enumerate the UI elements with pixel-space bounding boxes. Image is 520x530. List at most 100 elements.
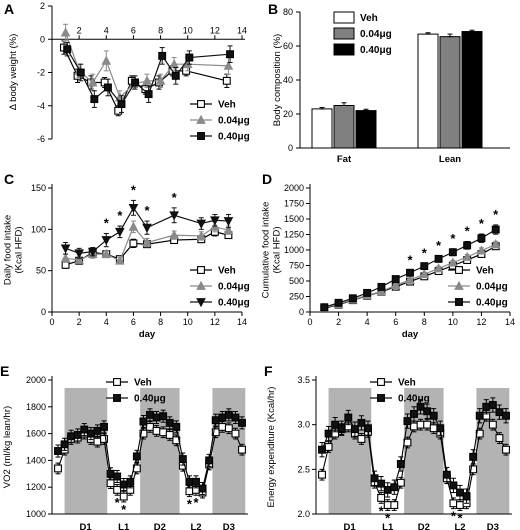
legend-swatch-b-0 bbox=[333, 11, 355, 24]
x-tick-label-a-2: 2 bbox=[77, 25, 82, 35]
point-f-0-12 bbox=[396, 478, 405, 487]
point-d-2-4 bbox=[377, 282, 386, 291]
significance-star-e-3: * bbox=[193, 495, 199, 510]
point-f-0-1 bbox=[324, 443, 333, 451]
point-d-2-1 bbox=[334, 298, 343, 307]
legend-label-b-0: Veh bbox=[360, 13, 378, 24]
legend-marker-f-1 bbox=[377, 394, 385, 402]
bar-b-0-0 bbox=[311, 108, 333, 149]
point-a-2-8 bbox=[171, 71, 180, 80]
point-e-1-11 bbox=[126, 477, 135, 486]
point-d-1-8 bbox=[433, 263, 444, 273]
y-tick-label-d-750: 750 bbox=[289, 261, 304, 271]
point-f-1-0 bbox=[318, 445, 326, 454]
point-c-0-5 bbox=[129, 239, 138, 248]
significance-star-f-2: * bbox=[451, 509, 457, 524]
y-tick-label-b-20: 20 bbox=[283, 109, 293, 119]
y-tick-label-d-1250: 1250 bbox=[284, 230, 304, 240]
point-f-0-21 bbox=[456, 501, 464, 510]
significance-star-f-3: * bbox=[457, 510, 463, 525]
point-f-1-3 bbox=[337, 424, 346, 433]
x-tick-label-c-6: 6 bbox=[131, 317, 136, 327]
point-f-1-28 bbox=[502, 411, 510, 420]
y-tick-label-c-0: 0 bbox=[41, 307, 46, 317]
x-tick-label-c-12: 12 bbox=[210, 317, 220, 327]
point-e-0-13 bbox=[139, 429, 148, 438]
point-c-2-8 bbox=[196, 219, 207, 229]
point-c-1-4 bbox=[115, 255, 125, 265]
point-f-0-28 bbox=[502, 445, 510, 454]
point-a-1-0 bbox=[60, 27, 71, 37]
point-f-0-11 bbox=[390, 501, 399, 510]
y-axis-title-d-line-1: (Kcal HFD) bbox=[272, 227, 283, 274]
point-d-2-10 bbox=[463, 241, 472, 250]
legend-label-a-2: 0.40μg bbox=[218, 132, 250, 143]
dark-phase-e-1 bbox=[140, 388, 180, 514]
legend-label-f-0: Veh bbox=[398, 378, 416, 389]
y-tick-label-a--6: -6 bbox=[37, 134, 45, 144]
point-e-1-16 bbox=[159, 412, 168, 421]
panel-label-f: F bbox=[264, 363, 273, 379]
x-tick-label-a-8: 8 bbox=[158, 25, 163, 35]
point-f-0-20 bbox=[449, 499, 458, 508]
x-tick-label-d-8: 8 bbox=[422, 317, 427, 327]
point-f-1-9 bbox=[377, 479, 386, 488]
legend-marker-d-0 bbox=[455, 266, 463, 274]
phase-label-f-1: L1 bbox=[382, 522, 394, 530]
point-d-2-7 bbox=[420, 262, 429, 271]
point-d-2-3 bbox=[363, 288, 372, 297]
point-e-1-7 bbox=[100, 422, 108, 431]
point-d-2-9 bbox=[448, 248, 457, 257]
legend-marker-e-1 bbox=[113, 394, 121, 402]
x-tick-label-a-14: 14 bbox=[237, 25, 247, 35]
point-e-1-9 bbox=[113, 472, 122, 481]
dark-phase-e-0 bbox=[64, 388, 108, 514]
phase-label-e-0: D1 bbox=[80, 522, 93, 530]
point-f-1-2 bbox=[331, 420, 340, 429]
point-d-2-6 bbox=[406, 268, 414, 277]
x-tick-label-d-2: 2 bbox=[336, 317, 341, 327]
errbar-b-0-0 bbox=[319, 107, 325, 110]
y-tick-label-b-60: 60 bbox=[283, 41, 293, 51]
point-e-1-22 bbox=[198, 484, 207, 493]
x-tick-label-d-12: 12 bbox=[476, 317, 486, 327]
point-e-0-24 bbox=[211, 428, 220, 437]
point-d-2-12 bbox=[491, 225, 500, 234]
errbar-b-1-1 bbox=[447, 33, 453, 38]
x-tick-label-c-8: 8 bbox=[158, 317, 163, 327]
point-d-1-10 bbox=[462, 251, 472, 261]
point-f-0-10 bbox=[383, 501, 392, 510]
y-tick-label-e-1800: 1800 bbox=[26, 402, 46, 412]
point-e-1-6 bbox=[93, 426, 102, 435]
point-a-1-7 bbox=[155, 75, 166, 85]
point-c-1-6 bbox=[142, 237, 152, 247]
significance-star-c-3: * bbox=[144, 203, 150, 218]
x-category-label-b-0: Fat bbox=[337, 154, 352, 165]
y-axis-title-d-line-0: Cumulative food intake bbox=[261, 202, 272, 299]
point-f-0-9 bbox=[377, 493, 386, 502]
point-f-1-23 bbox=[469, 452, 478, 461]
phase-label-f-3: L2 bbox=[454, 522, 465, 530]
point-f-1-7 bbox=[364, 424, 372, 433]
panel-label-a: A bbox=[4, 1, 14, 17]
significance-star-d-6: * bbox=[493, 207, 499, 222]
x-tick-label-a-6: 6 bbox=[131, 25, 136, 35]
point-f-1-10 bbox=[383, 485, 392, 494]
point-a-2-4 bbox=[117, 100, 126, 109]
point-a-1-3 bbox=[101, 55, 112, 65]
point-f-0-6 bbox=[357, 435, 366, 443]
point-e-1-13 bbox=[139, 417, 148, 426]
dark-phase-f-0 bbox=[328, 388, 372, 514]
significance-star-c-0: * bbox=[104, 215, 110, 230]
point-f-1-14 bbox=[410, 409, 418, 418]
point-f-1-13 bbox=[403, 417, 412, 426]
point-f-0-17 bbox=[429, 424, 438, 433]
point-f-1-6 bbox=[357, 418, 366, 427]
errbar-b-0-1 bbox=[341, 102, 347, 106]
x-axis-title-c: day bbox=[139, 329, 156, 340]
point-e-0-0 bbox=[54, 464, 62, 473]
phase-label-e-1: L1 bbox=[118, 522, 130, 530]
point-e-0-26 bbox=[224, 424, 233, 433]
point-f-1-25 bbox=[482, 402, 491, 411]
